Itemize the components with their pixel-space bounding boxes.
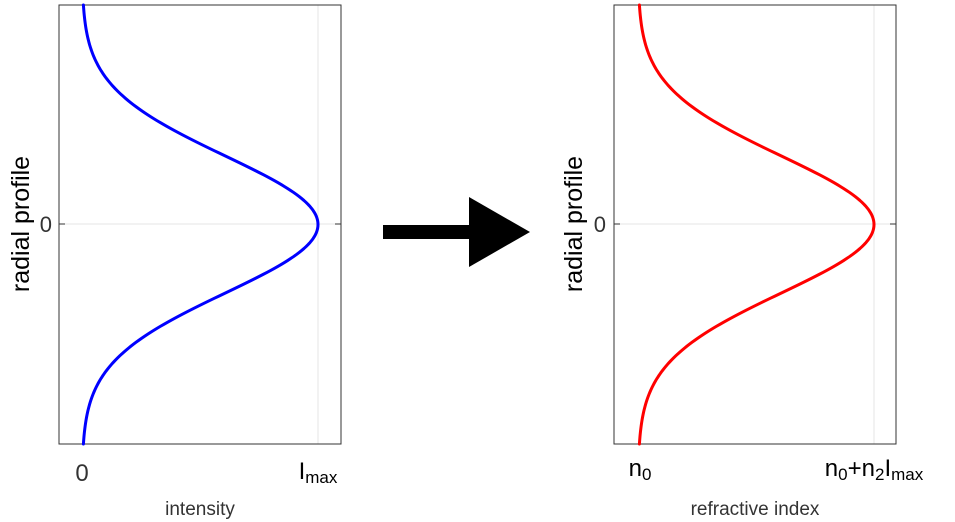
y-tick-label-zero: 0 bbox=[594, 212, 606, 237]
data-point bbox=[725, 127, 728, 130]
data-point bbox=[312, 237, 315, 240]
data-point bbox=[751, 141, 754, 144]
data-point bbox=[834, 182, 837, 185]
series-line-1-0 bbox=[637, 3, 876, 446]
refractive-index-panel: 0 n0 n0+n2Imax refractive index radial p… bbox=[560, 3, 924, 520]
data-point bbox=[868, 209, 871, 212]
x-tick-label-n0-base: n bbox=[629, 455, 642, 482]
x-tick-label-imax-sub: max bbox=[305, 468, 338, 487]
data-point bbox=[854, 196, 857, 199]
data-point bbox=[83, 17, 86, 20]
data-point bbox=[683, 346, 686, 349]
data-point bbox=[638, 443, 641, 446]
data-point bbox=[780, 154, 783, 157]
data-point bbox=[650, 58, 653, 61]
data-point bbox=[89, 401, 92, 404]
data-point bbox=[169, 319, 172, 322]
data-point bbox=[639, 17, 642, 20]
data-point bbox=[252, 168, 255, 171]
data-point bbox=[645, 45, 648, 48]
data-point bbox=[94, 388, 97, 391]
data-point bbox=[195, 141, 198, 144]
data-point bbox=[224, 154, 227, 157]
data-point bbox=[312, 209, 315, 212]
data-point bbox=[146, 333, 149, 336]
refractive-index-series bbox=[637, 3, 876, 446]
x-tick-label-zero: 0 bbox=[75, 460, 88, 487]
x-tick-label-part-5: max bbox=[891, 465, 924, 484]
data-point bbox=[127, 100, 130, 103]
data-point bbox=[645, 401, 648, 404]
data-point bbox=[82, 4, 85, 7]
x-tick-label-imax-base: I bbox=[299, 458, 306, 485]
data-point bbox=[127, 346, 130, 349]
data-point bbox=[112, 86, 115, 89]
x-tick-label-part-0: n bbox=[825, 455, 838, 482]
intensity-panel: 0 0 Imax intensity radial profile bbox=[7, 3, 342, 520]
x-tick-label-part-4: I bbox=[884, 455, 891, 482]
data-point bbox=[868, 237, 871, 240]
data-point bbox=[668, 360, 671, 363]
data-point bbox=[102, 72, 105, 75]
data-point bbox=[641, 415, 644, 418]
data-point bbox=[658, 72, 661, 75]
data-point bbox=[89, 45, 92, 48]
data-point bbox=[298, 196, 301, 199]
data-point bbox=[854, 250, 857, 253]
data-point bbox=[146, 113, 149, 116]
right-arrow-icon bbox=[383, 197, 530, 267]
arrow-shaft bbox=[383, 225, 473, 239]
series-line-0-0 bbox=[81, 3, 320, 446]
data-point bbox=[668, 86, 671, 89]
data-point bbox=[85, 415, 88, 418]
data-point bbox=[94, 58, 97, 61]
x-tick-label-imax: Imax bbox=[299, 458, 338, 487]
data-point bbox=[725, 319, 728, 322]
data-point bbox=[224, 292, 227, 295]
data-point bbox=[298, 250, 301, 253]
y-axis-label-radial-profile: radial profile bbox=[560, 156, 588, 292]
data-point bbox=[834, 264, 837, 267]
x-tick-label-n0-plus-n2-imax: n0+n2Imax bbox=[825, 455, 924, 484]
data-point bbox=[650, 388, 653, 391]
data-point bbox=[780, 292, 783, 295]
arrow-head bbox=[469, 197, 530, 267]
data-point bbox=[641, 31, 644, 34]
data-point bbox=[808, 278, 811, 281]
data-point bbox=[808, 168, 811, 171]
data-point bbox=[278, 264, 281, 267]
data-point bbox=[658, 374, 661, 377]
data-point bbox=[195, 305, 198, 308]
data-point bbox=[683, 100, 686, 103]
data-point bbox=[317, 223, 320, 226]
x-tick-label-n0-sub: 0 bbox=[642, 465, 651, 484]
data-point bbox=[278, 182, 281, 185]
data-point bbox=[751, 305, 754, 308]
data-point bbox=[873, 223, 876, 226]
data-point bbox=[702, 333, 705, 336]
x-tick-label-part-1: 0 bbox=[838, 465, 847, 484]
data-point bbox=[702, 113, 705, 116]
data-point bbox=[252, 278, 255, 281]
data-point bbox=[102, 374, 105, 377]
intensity-series bbox=[81, 3, 320, 446]
x-tick-label-n0: n0 bbox=[629, 455, 652, 484]
data-point bbox=[85, 31, 88, 34]
data-point bbox=[639, 429, 642, 432]
y-axis-label-radial-profile: radial profile bbox=[7, 156, 35, 292]
data-point bbox=[83, 429, 86, 432]
x-axis-label-refractive-index: refractive index bbox=[691, 499, 820, 520]
x-axis-label-intensity: intensity bbox=[165, 499, 235, 520]
x-tick-label-part-3: 2 bbox=[875, 465, 884, 484]
x-tick-label-part-2: +n bbox=[848, 455, 875, 482]
data-point bbox=[638, 4, 641, 7]
data-point bbox=[82, 443, 85, 446]
data-point bbox=[112, 360, 115, 363]
y-tick-label-zero: 0 bbox=[40, 212, 52, 237]
data-point bbox=[169, 127, 172, 130]
